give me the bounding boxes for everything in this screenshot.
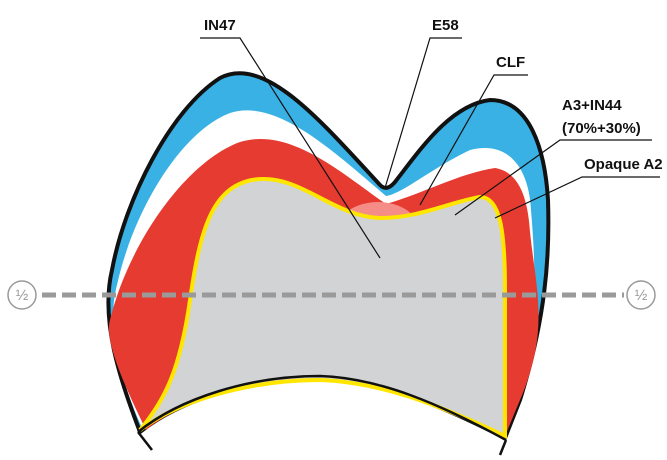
- dentin-core: [138, 177, 508, 440]
- leader: [419, 74, 528, 206]
- label: Opaque A2: [584, 156, 663, 173]
- leader: [494, 176, 660, 219]
- marker-circle: [7, 280, 37, 310]
- leader: [200, 37, 381, 259]
- label: E58: [432, 17, 459, 34]
- leader: [454, 139, 652, 216]
- marker-circle: [626, 280, 656, 310]
- root-edge: [137, 374, 508, 456]
- label: CLF: [496, 54, 525, 71]
- label: A3+IN44: [562, 97, 622, 114]
- label: (70%+30%): [562, 120, 641, 137]
- marker-left: ½: [16, 287, 29, 304]
- marker-right: ½: [635, 287, 648, 304]
- label: IN47: [204, 17, 236, 34]
- leader: [384, 37, 462, 189]
